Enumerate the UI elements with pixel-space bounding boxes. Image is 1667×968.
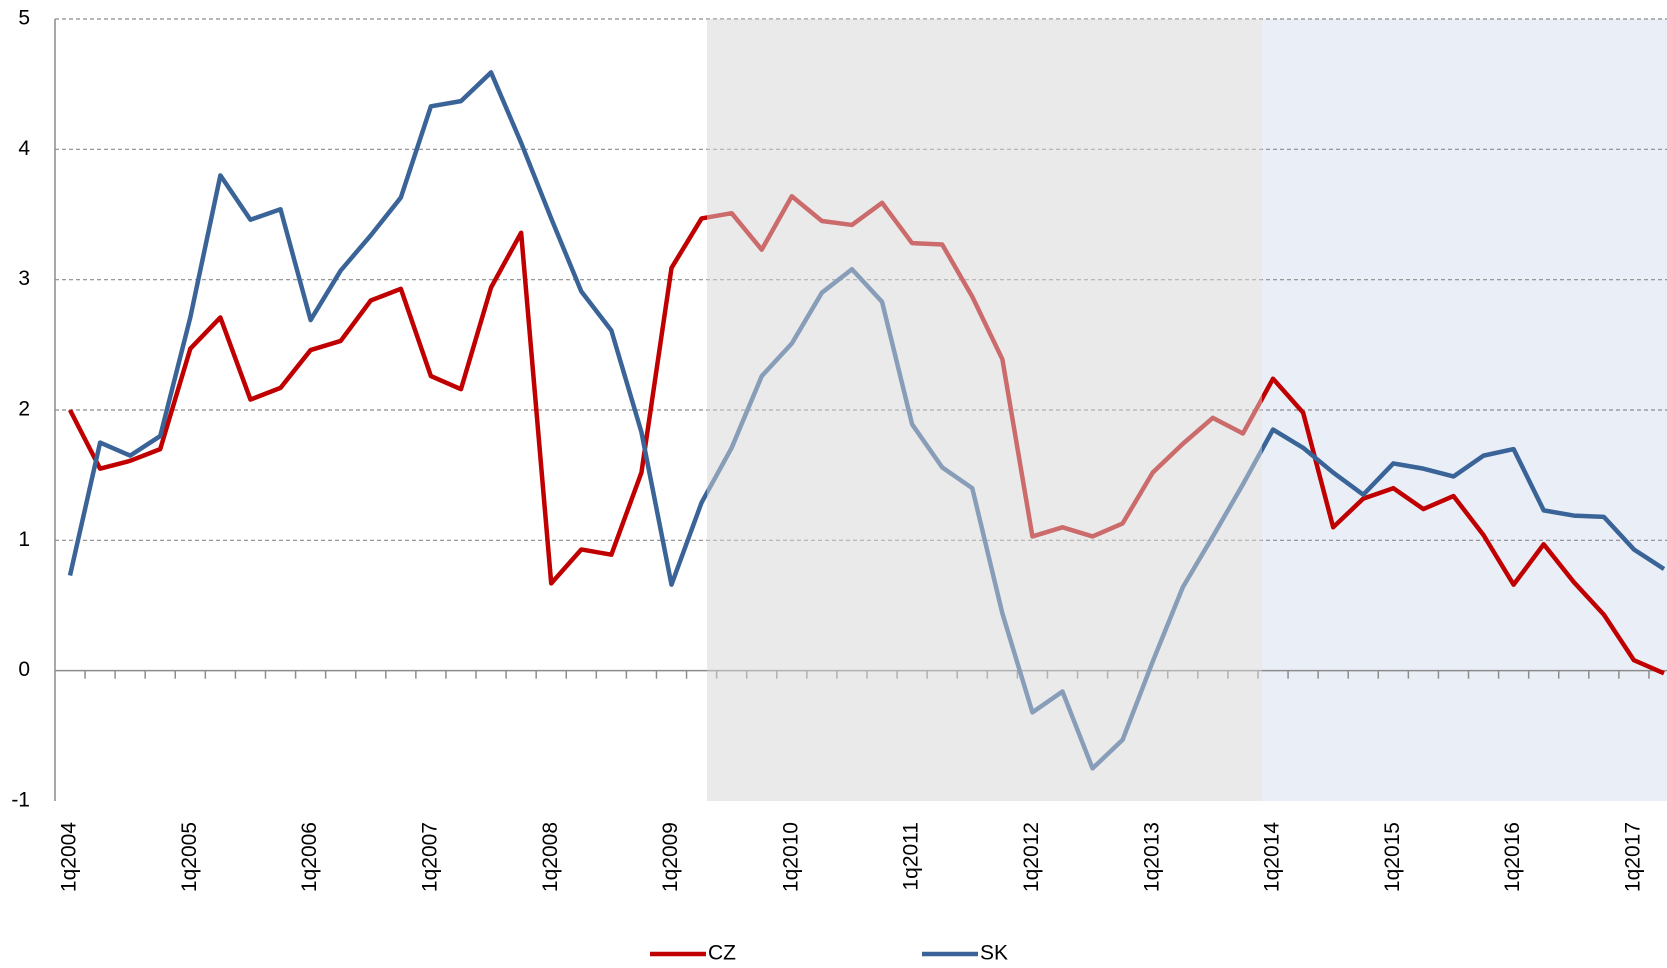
x-tick-label: 1q2013 [1140, 822, 1163, 892]
y-tick-label: -1 [11, 789, 30, 812]
x-tick-label: 1q2006 [298, 822, 321, 892]
y-tick-label: 2 [18, 398, 30, 421]
y-tick-label: 0 [18, 658, 30, 681]
x-tick-label: 1q2008 [539, 822, 562, 892]
x-tick-label: 1q2015 [1381, 822, 1404, 892]
x-tick-label: 1q2011 [900, 822, 923, 891]
x-tick-label: 1q2016 [1501, 822, 1524, 892]
y-tick-label: 3 [18, 267, 30, 290]
x-tick-label: 1q2012 [1020, 822, 1043, 892]
shaded-region [707, 19, 1262, 801]
x-tick-label: 1q2009 [659, 822, 682, 892]
legend-label: SK [980, 942, 1008, 965]
x-tick-label: 1q2007 [418, 822, 441, 892]
y-tick-label: 5 [18, 7, 30, 30]
x-tick-label: 1q2017 [1621, 822, 1644, 892]
x-tick-label: 1q2004 [58, 822, 81, 892]
legend: CZ SK [650, 942, 1008, 965]
y-tick-label: 4 [18, 137, 30, 160]
legend-label: CZ [708, 942, 736, 965]
y-tick-label: 1 [18, 528, 30, 551]
x-tick-label: 1q2010 [779, 822, 802, 892]
x-tick-label: 1q2005 [178, 822, 201, 892]
x-tick-label: 1q2014 [1261, 822, 1284, 892]
